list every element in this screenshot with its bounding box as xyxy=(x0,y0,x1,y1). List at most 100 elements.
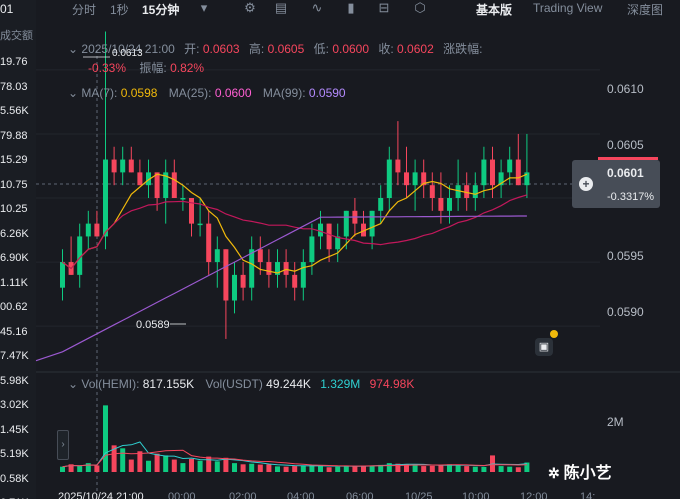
interval-15m[interactable]: 15分钟 xyxy=(142,3,180,17)
ohlc-legend: ⌄ 2025/10/24 21:00 开: 0.0603 高: 0.0605 低… xyxy=(68,40,482,57)
volume-bar xyxy=(163,455,169,472)
volume-bar xyxy=(507,466,513,472)
trade-amount-value: 00.62 xyxy=(0,301,28,313)
x-tick: 14: xyxy=(580,491,596,499)
compare-icon[interactable]: ⊟ xyxy=(378,0,390,15)
volume-bar xyxy=(206,456,212,472)
candle-body xyxy=(60,262,65,288)
volume-bar xyxy=(137,451,143,472)
ma-collapse-chevron-icon[interactable]: ⌄ xyxy=(68,86,82,100)
volume-bar xyxy=(481,466,487,472)
interval-time-sharing[interactable]: 分时 xyxy=(72,3,97,17)
current-price-tag[interactable]: + 0.0601 -0.3317% xyxy=(572,157,660,208)
candle-body xyxy=(214,249,220,263)
price-tag-bar xyxy=(598,157,658,160)
interval-1s[interactable]: 1秒 xyxy=(110,3,129,17)
collapse-chevron-icon[interactable]: ⌄ xyxy=(68,42,82,56)
calendar-icon[interactable]: ▤ xyxy=(274,0,288,15)
candle-body xyxy=(240,274,246,288)
line-chart-icon[interactable]: ∿ xyxy=(311,0,323,15)
x-tick: 02:00 xyxy=(229,491,257,499)
view-depth[interactable]: 深度图 xyxy=(627,3,664,17)
volume-bar xyxy=(352,465,358,472)
volume-bar xyxy=(189,458,194,472)
note-icon[interactable]: ▣ xyxy=(535,338,553,356)
volume-bar xyxy=(68,464,74,472)
volume-bar xyxy=(395,463,401,472)
high-marker-label: 0.0613 xyxy=(112,48,143,59)
candle-body xyxy=(257,249,263,263)
trade-amount-value: 5.98K xyxy=(0,374,29,387)
volume-legend: ⌄ Vol(HEMI): 817.155K Vol(USDT) 49.244K … xyxy=(68,377,414,391)
volume-bar xyxy=(369,465,375,472)
open-value: 0.0603 xyxy=(202,42,240,56)
ma25-value: 0.0600 xyxy=(214,86,252,100)
ohlc-time: 2025/10/24 21:00 xyxy=(81,42,175,56)
price-axis[interactable]: 0.0610 0.0605 0.0595 0.0590 2M xyxy=(600,20,680,499)
volume-bar xyxy=(223,457,229,472)
candle-body xyxy=(275,262,280,275)
volume-bar xyxy=(249,463,255,472)
trade-history-column: 01 成交额 19.76 78.03 5.56K 79.88 15.29 10.75 10.… xyxy=(0,0,36,499)
volume-bar xyxy=(103,405,108,472)
high-label: 高: xyxy=(248,42,265,56)
candle-body xyxy=(447,198,452,211)
indicator-dropdown-icon[interactable]: ▾ xyxy=(200,0,208,15)
candle-body xyxy=(163,172,169,198)
candle-icon[interactable]: ▮ xyxy=(347,0,355,15)
volume-bar xyxy=(275,466,280,472)
volume-bar xyxy=(300,465,306,472)
view-tradingview[interactable]: Trading View xyxy=(533,1,603,15)
candle-body xyxy=(189,198,194,224)
volume-bar xyxy=(283,466,289,472)
trade-amount-value: 5.56K xyxy=(0,105,29,117)
volume-bar xyxy=(180,463,186,472)
volume-bar xyxy=(438,465,444,472)
volume-bar xyxy=(404,464,409,472)
trade-amount-value: 1.11K xyxy=(0,276,28,289)
expand-left-chevron-icon[interactable]: › xyxy=(57,430,69,460)
low-marker-label: 0.0589 xyxy=(136,319,170,331)
volume-bar xyxy=(197,460,203,472)
volume-collapse-chevron-icon[interactable]: ⌄ xyxy=(68,377,82,391)
candle-body xyxy=(223,249,229,301)
x-tick: 06:00 xyxy=(346,491,374,499)
candle-body xyxy=(335,236,341,250)
volume-bar xyxy=(309,464,315,472)
settings-icon[interactable]: ⚙ xyxy=(244,0,256,15)
hexagon-icon[interactable]: ⬡ xyxy=(414,0,426,15)
watermark-text: 陈小艺 xyxy=(563,465,612,482)
ma-legend: ⌄ MA(7): 0.0598 MA(25): 0.0600 MA(99): 0… xyxy=(68,86,346,100)
ma25-label: MA(25): xyxy=(168,86,212,100)
ma7-label: MA(7): xyxy=(81,86,118,100)
volume-bar xyxy=(412,464,418,472)
volume-ma10-line xyxy=(62,449,527,468)
candle-body xyxy=(524,172,530,186)
candle-body xyxy=(429,185,435,198)
candle-body xyxy=(300,262,306,288)
trade-amount-value: 78.03 xyxy=(0,80,28,93)
volume-bar xyxy=(240,464,246,472)
candle-body xyxy=(77,236,83,275)
ma7-line xyxy=(62,173,528,274)
ma7-value: 0.0598 xyxy=(120,86,158,100)
view-basic[interactable]: 基本版 xyxy=(476,3,513,17)
candle-body xyxy=(266,262,272,275)
add-alert-plus-icon[interactable]: + xyxy=(579,177,593,191)
left-column-subheader: 成交额 xyxy=(0,30,33,42)
chart-toolbar: 分时 1秒 15分钟 ▾ ⚙ ▤ ∿ ▮ ⊟ ⬡ 基本版 Trading Vie… xyxy=(36,0,680,20)
candle-body xyxy=(197,223,203,226)
candle-body xyxy=(438,198,444,211)
volume-bar xyxy=(318,466,323,472)
amplitude-label: 振幅: xyxy=(139,61,167,75)
candle-body xyxy=(292,274,298,288)
candle-body xyxy=(128,159,134,173)
high-value: 0.0605 xyxy=(267,42,305,56)
change-value: -0.33% xyxy=(88,61,127,75)
candle-body xyxy=(455,185,461,198)
y-tick: 0.0595 xyxy=(607,249,644,263)
candle-body xyxy=(154,172,160,198)
volume-bar xyxy=(146,460,151,472)
volume-bar xyxy=(266,464,272,472)
